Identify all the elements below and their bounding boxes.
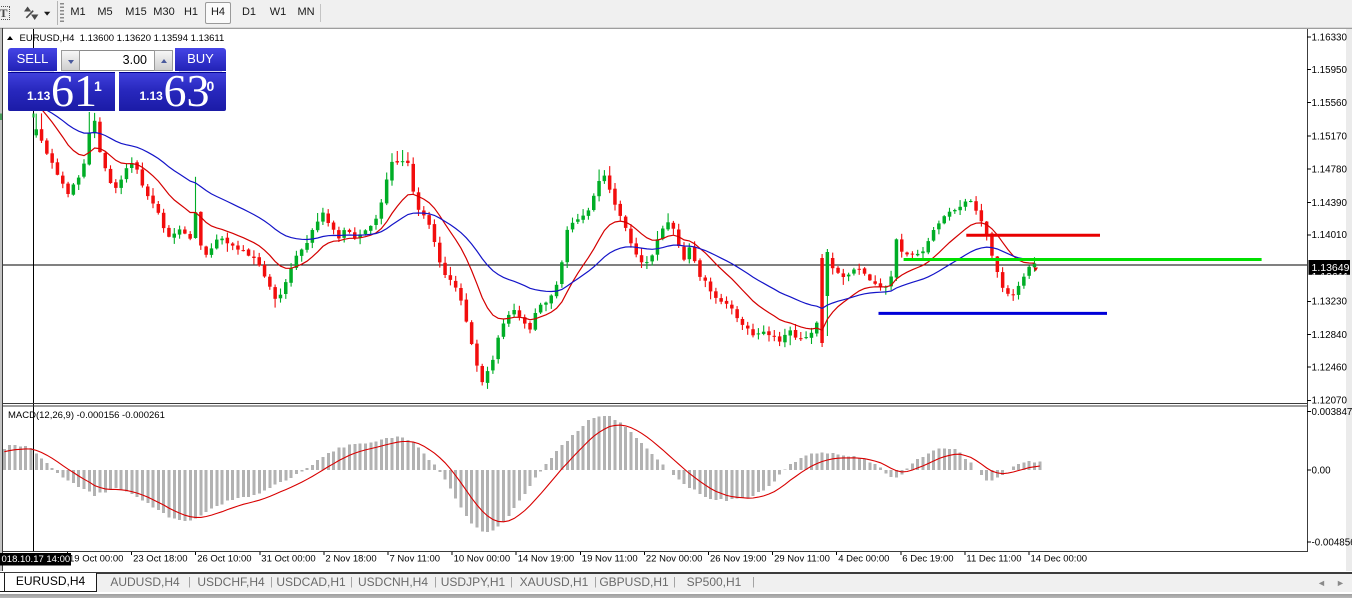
svg-text:1.14010: 1.14010 (1312, 230, 1348, 241)
svg-text:018.10.17 14:00: 018.10.17 14:00 (2, 554, 71, 565)
svg-text:1.14780: 1.14780 (1312, 165, 1348, 176)
svg-text:14 Nov 19:00: 14 Nov 19:00 (518, 554, 575, 565)
svg-text:1.15560: 1.15560 (1312, 98, 1348, 109)
svg-text:1.12070: 1.12070 (1312, 396, 1348, 407)
svg-text:22 Nov 00:00: 22 Nov 00:00 (646, 554, 703, 565)
svg-text:19 Oct 00:00: 19 Oct 00:00 (69, 554, 123, 565)
svg-text:29 Nov 11:00: 29 Nov 11:00 (774, 554, 830, 565)
svg-text:2 Nov 18:00: 2 Nov 18:00 (325, 554, 376, 565)
svg-text:11 Dec 11:00: 11 Dec 11:00 (966, 554, 1021, 565)
svg-text:14 Dec 00:00: 14 Dec 00:00 (1031, 554, 1088, 565)
svg-text:1.12460: 1.12460 (1312, 362, 1348, 373)
svg-text:6 Dec 19:00: 6 Dec 19:00 (902, 554, 953, 565)
svg-text:1.13649: 1.13649 (1312, 262, 1350, 274)
svg-text:26 Oct 10:00: 26 Oct 10:00 (197, 554, 251, 565)
svg-text:19 Nov 11:00: 19 Nov 11:00 (582, 554, 638, 565)
svg-text:0.00: 0.00 (1312, 465, 1332, 476)
svg-text:1.14390: 1.14390 (1312, 198, 1348, 209)
svg-text:23 Oct 18:00: 23 Oct 18:00 (133, 554, 187, 565)
svg-text:1.13611: 1.13611 (1312, 271, 1349, 283)
svg-text:1.15170: 1.15170 (1312, 131, 1348, 142)
svg-text:1.12840: 1.12840 (1312, 330, 1348, 341)
svg-text:-0.004856: -0.004856 (1312, 537, 1352, 548)
svg-text:1.16330: 1.16330 (1312, 32, 1348, 43)
svg-text:31 Oct 00:00: 31 Oct 00:00 (261, 554, 315, 565)
svg-text:10 Nov 00:00: 10 Nov 00:00 (454, 554, 511, 565)
svg-text:1.13230: 1.13230 (1312, 297, 1348, 308)
svg-text:4 Dec 00:00: 4 Dec 00:00 (838, 554, 889, 565)
svg-text:1.15950: 1.15950 (1312, 65, 1348, 76)
svg-text:26 Nov 19:00: 26 Nov 19:00 (710, 554, 767, 565)
svg-text:0.003847: 0.003847 (1312, 407, 1352, 418)
svg-text:7 Nov 11:00: 7 Nov 11:00 (390, 554, 441, 565)
